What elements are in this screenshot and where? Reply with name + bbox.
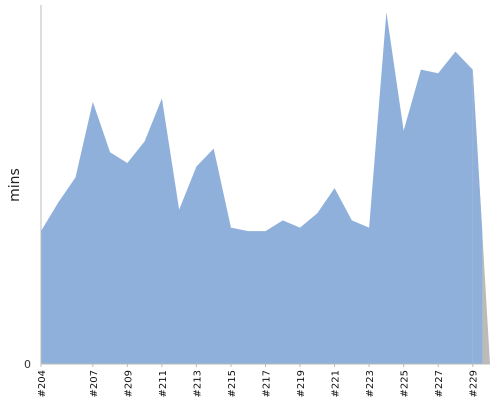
x-tick-label: #213 <box>192 370 203 397</box>
x-tick-label: #225 <box>400 370 411 397</box>
x-tick-label: #229 <box>469 370 480 397</box>
series-area-tail-overlay <box>472 69 483 365</box>
series-area-main <box>41 12 473 365</box>
x-tick-label: #215 <box>227 370 238 397</box>
x-tick-label: #209 <box>123 370 134 397</box>
x-tick-label: #207 <box>89 370 100 397</box>
x-tick-label: #227 <box>434 370 445 397</box>
x-tick-label: #221 <box>331 370 342 397</box>
x-tick-label: #223 <box>365 370 376 397</box>
x-tick-label: #204 <box>37 370 48 397</box>
x-tick-label: #211 <box>158 370 169 397</box>
plot-areas <box>41 12 490 365</box>
y-axis-label: mins <box>7 168 23 202</box>
x-tick-label: #219 <box>296 370 307 397</box>
x-tick-labels: #204 #207 #209 #211 #213 #215 #217 #219 #221 #223… <box>37 364 480 397</box>
x-tick-label: #217 <box>262 370 273 397</box>
y-tick-label-zero: 0 <box>24 358 31 371</box>
